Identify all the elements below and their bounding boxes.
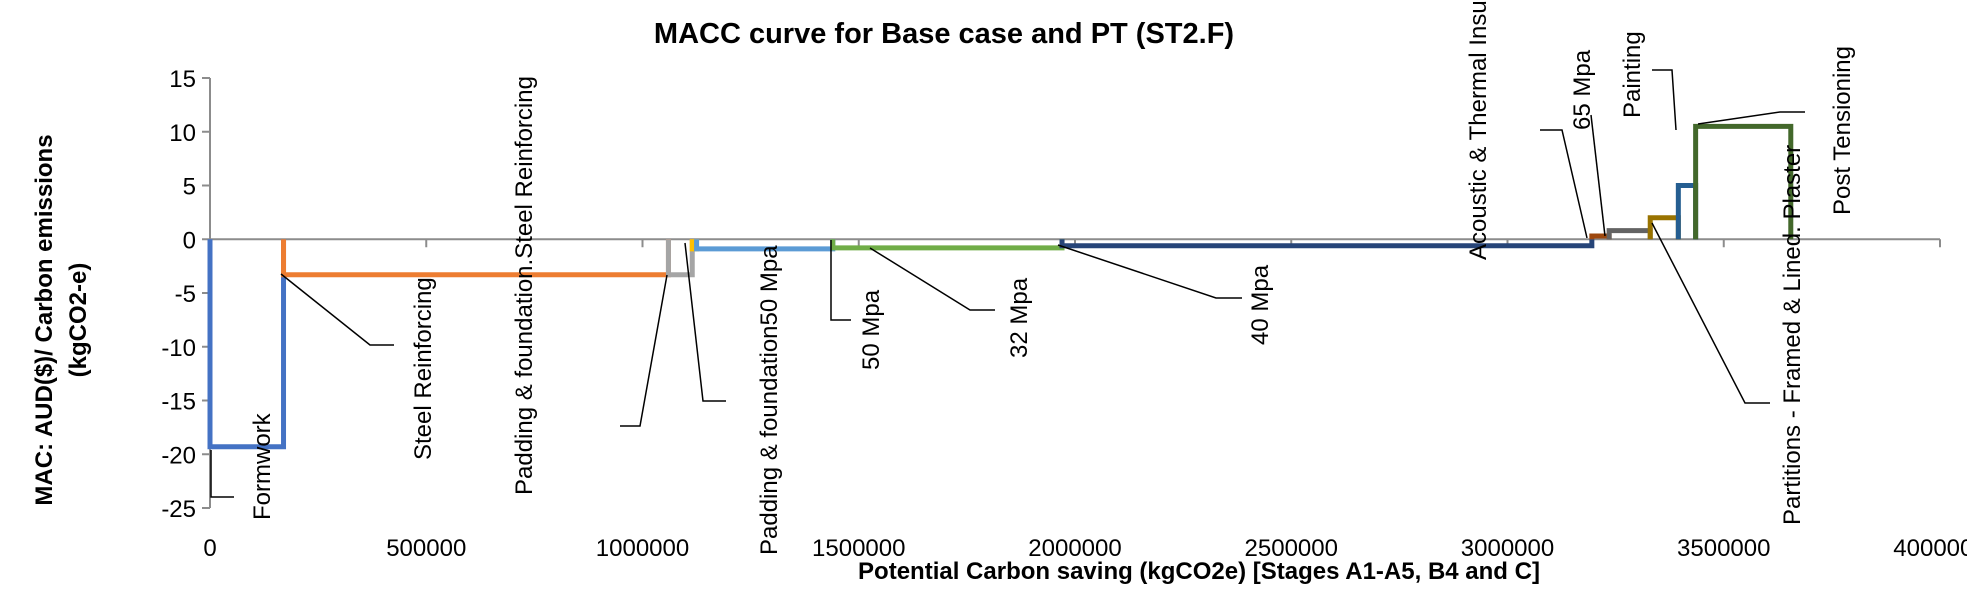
x-tick-label: 2000000 xyxy=(1028,535,1121,562)
chart-title: MACC curve for Base case and PT (ST2.F) xyxy=(654,18,1234,50)
macc-segment-steel-reinforcing xyxy=(281,239,671,278)
leader-padding-steel xyxy=(620,274,668,427)
leader-65mpa xyxy=(1590,114,1606,237)
leader-formwork xyxy=(210,450,234,498)
y-axis-title-line-1: MAC: AUD($)/ Carbon emissions xyxy=(31,134,58,505)
macc-segment-formwork xyxy=(207,239,287,450)
label-partitions: Partitions - Framed & Lined. Plaster xyxy=(1779,145,1806,525)
label-formwork: Formwork xyxy=(249,412,276,520)
y-tick-label: -10 xyxy=(161,335,196,362)
leader-steel-reinforcing xyxy=(280,273,394,346)
y-tick-label: -20 xyxy=(161,442,196,469)
label-steel-reinforcing: Steel Reinforcing xyxy=(410,277,437,460)
y-tick-label: 10 xyxy=(169,120,196,147)
x-tick-label: 4000000 xyxy=(1893,535,1967,562)
label-32mpa: 32 Mpa xyxy=(1006,277,1033,358)
leader-padding-50mpa xyxy=(684,242,726,402)
x-tick-label: 1500000 xyxy=(812,535,905,562)
leader-acoustic xyxy=(1540,129,1588,239)
macc-segment-40-mpa xyxy=(1059,239,1595,249)
x-tick-label: 3500000 xyxy=(1677,535,1770,562)
y-tick-label: -25 xyxy=(161,496,196,523)
label-40mpa: 40 Mpa xyxy=(1247,264,1274,345)
x-tick-label: 3000000 xyxy=(1461,535,1554,562)
x-tick-label: 0 xyxy=(203,535,216,562)
x-axis: 0 500000 1000000 1500000 2000000 2500000 30000… xyxy=(203,238,1967,562)
label-acoustic-line-1: Acoustic & Thermal Insulation xyxy=(1465,0,1492,260)
leader-50mpa xyxy=(830,240,851,321)
y-axis: 15 10 5 0 -5 -10 -15 -20 -25 xyxy=(161,66,211,523)
label-painting: Painting xyxy=(1619,31,1646,118)
macc-segment-65-mpa xyxy=(1606,228,1653,240)
y-tick-label: 0 xyxy=(183,227,196,254)
label-50mpa: 50 Mpa xyxy=(858,289,885,370)
macc-segment-painting xyxy=(1675,183,1699,240)
segment-annotations: Formwork Steel Reinforcing Padding & fou… xyxy=(210,0,1856,555)
label-padding-50mpa: Padding & foundation50 Mpa xyxy=(756,245,783,555)
y-axis-title: MAC: AUD($)/ Carbon emissions (kgCO2-e) xyxy=(31,134,92,505)
macc-segment-post-tensioning xyxy=(1693,123,1794,240)
x-axis-title: Potential Carbon saving (kgCO2e) [Stages… xyxy=(858,558,1540,585)
leader-post-tensioning xyxy=(1697,111,1805,125)
y-tick-label: -15 xyxy=(161,389,196,416)
leader-40mpa xyxy=(1057,244,1242,299)
x-tick-label: 2500000 xyxy=(1245,535,1338,562)
leader-partitions xyxy=(1651,222,1770,404)
y-tick-label: 5 xyxy=(183,174,196,201)
macc-segment-32-mpa xyxy=(830,239,1065,251)
label-partitions-line-1: Partitions - Framed & Lined. Plaster xyxy=(1779,145,1806,525)
label-65mpa: 65 Mpa xyxy=(1569,49,1596,130)
macc-segment-padding-foundation-steel-reinforcing xyxy=(665,239,695,278)
label-post-tensioning: Post Tensioning xyxy=(1829,46,1856,215)
y-tick-label: 15 xyxy=(169,66,196,93)
x-tick-label: 500000 xyxy=(386,535,466,562)
leader-painting xyxy=(1652,69,1677,131)
y-tick-label: -5 xyxy=(175,281,196,308)
leader-32mpa xyxy=(869,247,995,311)
label-acoustic-insulation: Acoustic & Thermal Insulation xyxy=(1465,0,1492,260)
x-tick-label: 1000000 xyxy=(596,535,689,562)
y-axis-title-line-2: (kgCO2-e) xyxy=(65,263,92,378)
label-padding-steel-line-1: Padding & foundation.Steel Reinforcing xyxy=(511,76,538,495)
macc-segments xyxy=(207,123,1794,450)
label-padding-foundation-steel: Padding & foundation.Steel Reinforcing xyxy=(511,76,538,495)
